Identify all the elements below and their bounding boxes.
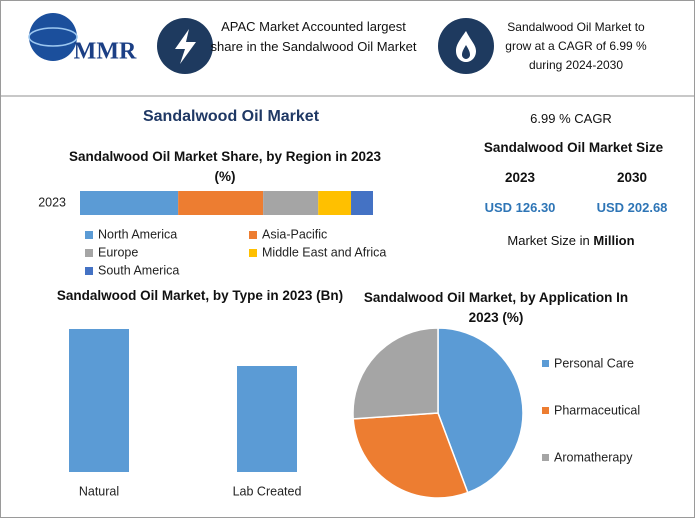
legend-label: South America: [98, 263, 179, 277]
bar-segment: [351, 191, 373, 215]
bar-segment: [318, 191, 352, 215]
bar: [69, 329, 129, 472]
legend-label: Europe: [98, 245, 138, 259]
y-tick-label: 2023: [38, 195, 66, 209]
legend-swatch: [85, 249, 93, 257]
flame: [456, 31, 476, 62]
legend-label: Asia-Pacific: [262, 227, 327, 241]
legend-label: North America: [98, 227, 177, 241]
legend-label: Personal Care: [554, 356, 634, 370]
chart-title: Sandalwood Oil Market, by Application In…: [363, 290, 629, 325]
legend-label: Pharmaceutical: [554, 403, 640, 417]
note: Market Size in: [507, 233, 590, 248]
size-value: USD 126.30: [484, 200, 556, 215]
pie-slice: [437, 327, 524, 494]
legend-swatch: [249, 249, 257, 257]
bar-segment: [178, 191, 264, 215]
pie-slice: [352, 327, 439, 420]
logo-text: MMR: [74, 39, 137, 65]
legend-label: Middle East and Africa: [262, 245, 386, 259]
bar-segment: [263, 191, 319, 215]
cagr: 6.99 % CAGR: [530, 111, 612, 126]
size-note: Market Size in Million: [471, 233, 671, 248]
bar: [237, 366, 297, 472]
year: 2023: [504, 170, 536, 185]
main-title: Sandalwood Oil Market: [142, 108, 320, 125]
x-tick-label: Lab Created: [233, 484, 302, 498]
year: 2030: [616, 170, 648, 185]
size-value: USD 202.68: [596, 200, 668, 215]
pie-slice: [352, 412, 469, 499]
legend-swatch: [542, 360, 549, 367]
logo-globe: [29, 13, 77, 61]
legend-swatch: [542, 454, 549, 461]
legend-swatch: [542, 407, 549, 414]
legend-swatch: [85, 267, 93, 275]
info-left: APAC Market Accounted largest share in t…: [210, 19, 417, 54]
bolt: [175, 29, 196, 64]
legend-swatch: [249, 231, 257, 239]
legend-swatch: [85, 231, 93, 239]
size-title: Sandalwood Oil Market Size: [483, 140, 664, 155]
info-right: Sandalwood Oil Market to grow at a CAGR …: [505, 20, 647, 72]
note-unit: Million: [593, 233, 635, 248]
legend-label: Aromatherapy: [554, 450, 633, 464]
logo-orbit: [28, 27, 78, 47]
bar-segment: [80, 191, 179, 215]
chart-title: Sandalwood Oil Market, by Type in 2023 (…: [56, 288, 344, 303]
x-tick-label: Natural: [79, 484, 119, 498]
icon-flame: [438, 18, 494, 74]
chart-title: Sandalwood Oil Market Share, by Region i…: [68, 149, 382, 184]
